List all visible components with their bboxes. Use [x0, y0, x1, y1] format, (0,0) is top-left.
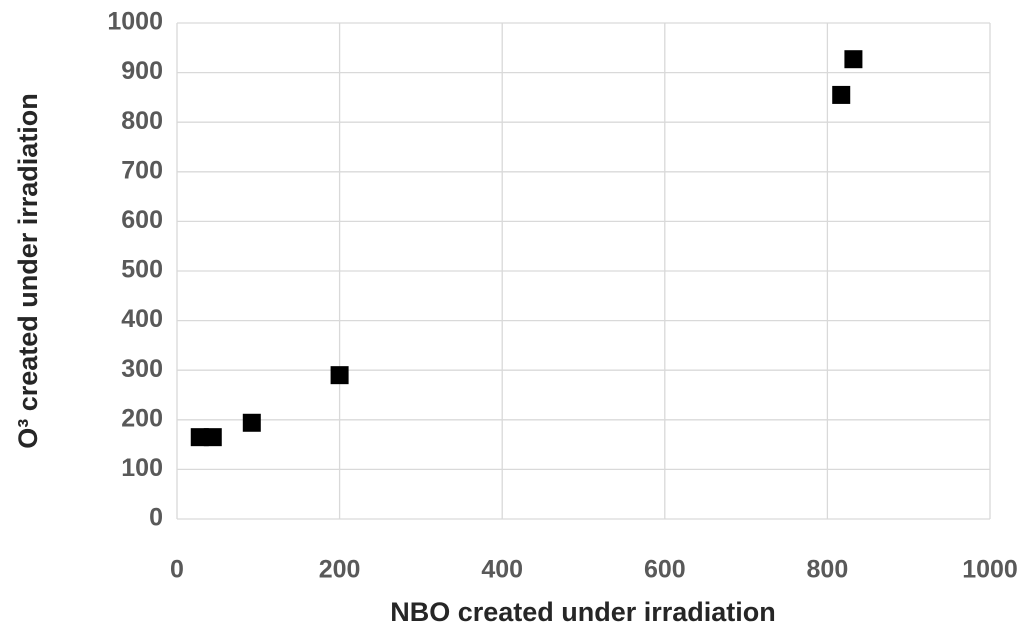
y-tick-label: 300	[121, 355, 163, 383]
y-tick-label: 900	[121, 57, 163, 85]
y-tick-label: 500	[121, 256, 163, 284]
y-tick-label: 800	[121, 107, 163, 135]
y-tick-label: 200	[121, 404, 163, 432]
y-tick-label: 400	[121, 305, 163, 333]
point	[832, 85, 851, 104]
y-tick-label: 600	[121, 206, 163, 234]
point	[203, 428, 222, 447]
y-tick-label: 100	[121, 454, 163, 482]
point	[330, 366, 349, 385]
y-axis-label: O³ created under irradiation	[13, 93, 43, 449]
x-tick-label: 0	[170, 556, 184, 584]
x-tick-label: 200	[319, 556, 361, 584]
y-tick-label: 0	[149, 504, 163, 532]
x-tick-label: 1000	[962, 556, 1018, 584]
x-axis-label: NBO created under irradiation	[390, 597, 776, 627]
y-tick-label: 1000	[107, 8, 163, 36]
x-tick-label: 400	[481, 556, 523, 584]
y-tick-label: 700	[121, 156, 163, 184]
point	[844, 50, 863, 69]
x-tick-label: 800	[807, 556, 849, 584]
x-tick-label: 600	[644, 556, 686, 584]
point	[242, 413, 261, 432]
